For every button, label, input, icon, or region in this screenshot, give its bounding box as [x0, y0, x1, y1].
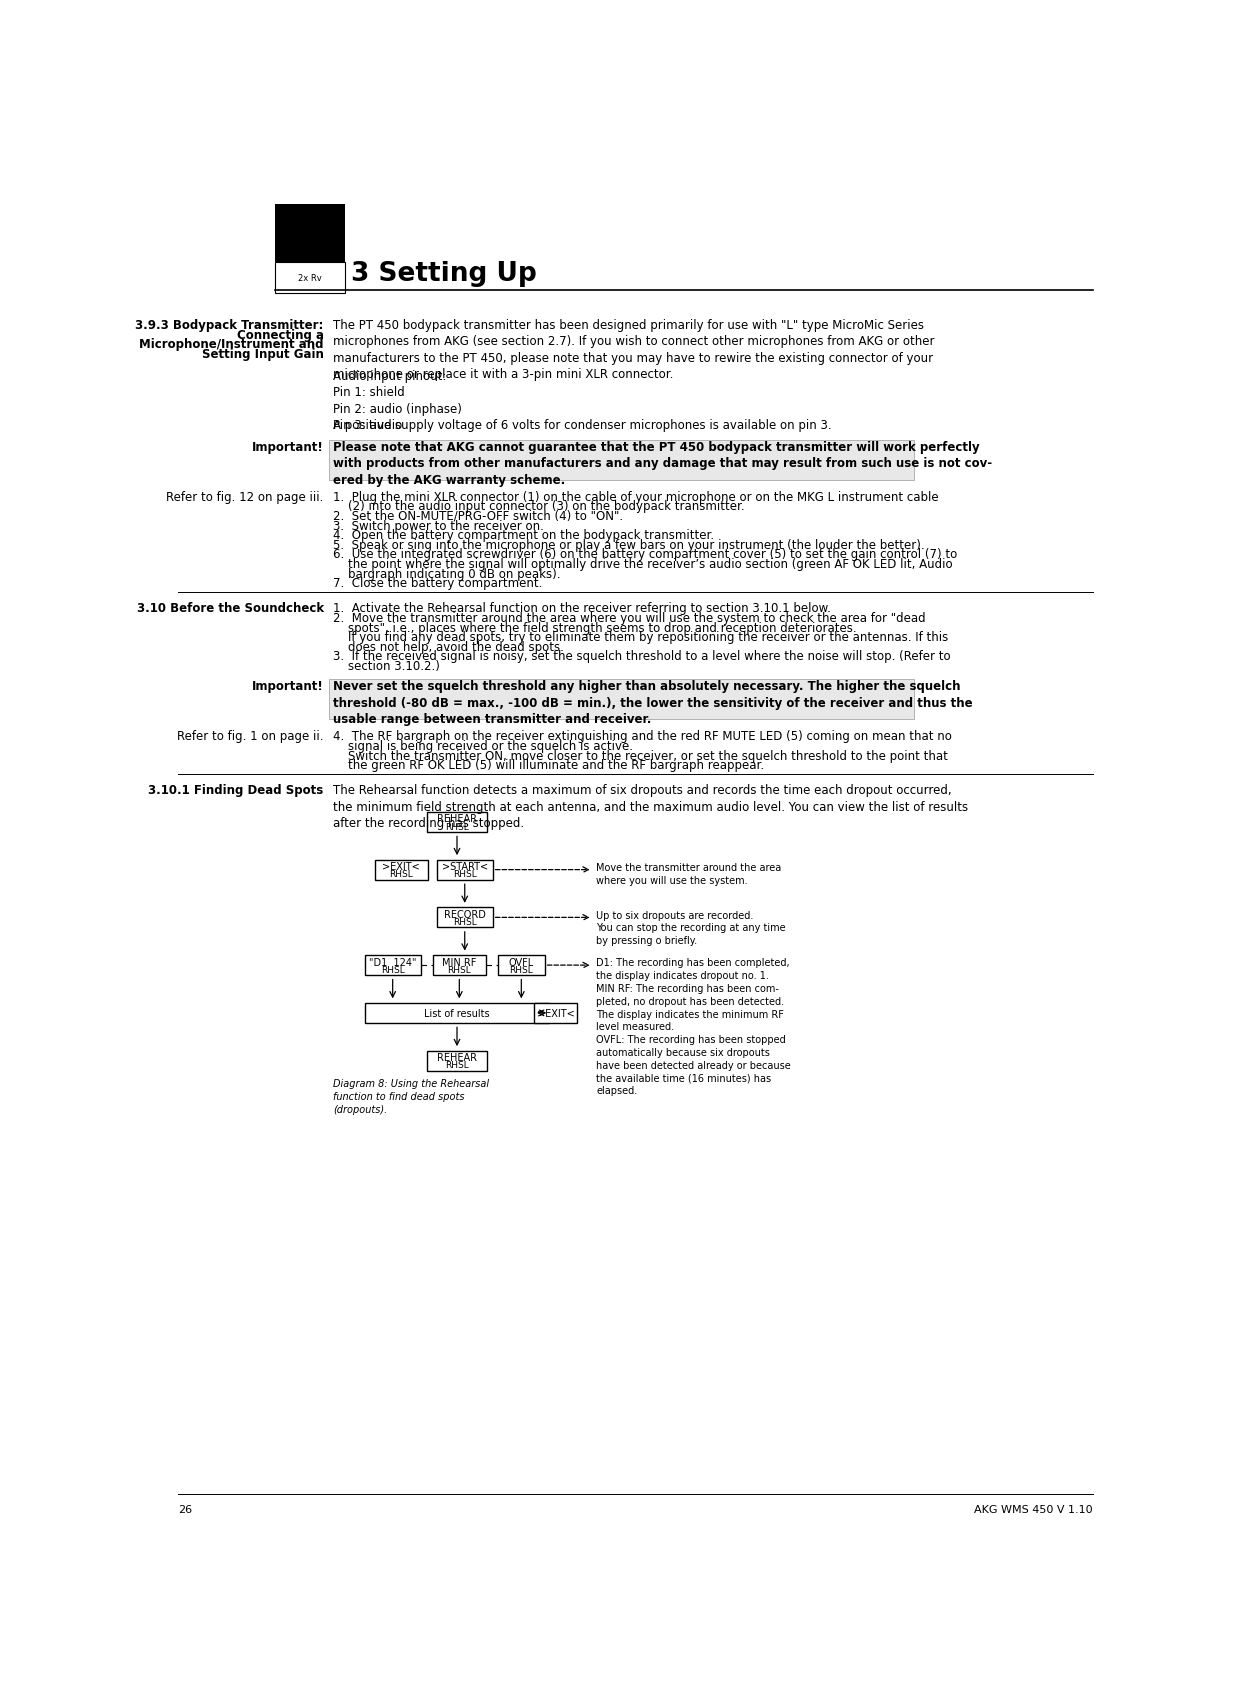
Text: Refer to fig. 12 on page iii.: Refer to fig. 12 on page iii. [166, 490, 323, 504]
Text: >START<: >START< [442, 862, 488, 872]
Text: Up to six dropouts are recorded.
You can stop the recording at any time
by press: Up to six dropouts are recorded. You can… [597, 910, 786, 946]
Text: Refer to fig. 1 on page ii.: Refer to fig. 1 on page ii. [177, 731, 323, 743]
Text: RHSL: RHSL [447, 964, 472, 975]
Text: REHEAR: REHEAR [437, 814, 477, 824]
Text: RHSL: RHSL [510, 964, 534, 975]
Bar [365, 956, 421, 975]
Text: 26: 26 [178, 1504, 192, 1514]
Text: Diagram 8: Using the Rehearsal
function to find dead spots
(dropouts).: Diagram 8: Using the Rehearsal function … [333, 1079, 489, 1115]
Text: 3.  If the received signal is noisy, set the squelch threshold to a level where : 3. If the received signal is noisy, set … [333, 650, 951, 662]
Bar [427, 813, 488, 833]
Bar [275, 263, 344, 294]
Text: spots", i.e., places where the field strength seems to drop and reception deteri: spots", i.e., places where the field str… [333, 621, 857, 635]
Text: Microphone/Instrument and: Microphone/Instrument and [139, 338, 323, 352]
Bar [329, 440, 914, 480]
Bar [329, 679, 914, 720]
Text: section 3.10.2.): section 3.10.2.) [333, 659, 439, 673]
Text: Audio input pinout:
Pin 1: shield
Pin 2: audio (inphase)
Pin 3: audio: Audio input pinout: Pin 1: shield Pin 2:… [333, 369, 462, 432]
Text: RHSL: RHSL [453, 918, 477, 927]
Text: (2) into the audio input connector (3) on the bodypack transmitter.: (2) into the audio input connector (3) o… [333, 500, 744, 514]
Text: Switch the transmitter ON, move closer to the receiver, or set the squelch thres: Switch the transmitter ON, move closer t… [333, 749, 948, 763]
Text: 4.  The RF bargraph on the receiver extinguishing and the red RF MUTE LED (5) co: 4. The RF bargraph on the receiver extin… [333, 731, 952, 743]
Text: 3.9.3 Bodypack Transmitter:: 3.9.3 Bodypack Transmitter: [135, 319, 323, 331]
Text: The Rehearsal function detects a maximum of six dropouts and records the time ea: The Rehearsal function detects a maximum… [333, 784, 968, 830]
Text: Important!: Important! [253, 679, 323, 693]
Text: Please note that AKG cannot guarantee that the PT 450 bodypack transmitter will : Please note that AKG cannot guarantee th… [333, 440, 992, 486]
Text: 2.  Set the ON-MUTE/PRG-OFF switch (4) to "ON".: 2. Set the ON-MUTE/PRG-OFF switch (4) to… [333, 510, 623, 522]
Text: Connecting a: Connecting a [236, 328, 323, 341]
Text: the point where the signal will optimally drive the receiver’s audio section (gr: the point where the signal will optimall… [333, 558, 952, 570]
Text: >EXIT<: >EXIT< [536, 1009, 574, 1019]
Text: RHSL: RHSL [389, 871, 413, 879]
Text: Move the transmitter around the area
where you will use the system.: Move the transmitter around the area whe… [597, 862, 781, 886]
Bar [275, 205, 344, 263]
Text: RHSL: RHSL [446, 823, 469, 831]
Text: 1.  Plug the mini XLR connector (1) on the cable of your microphone or on the MK: 1. Plug the mini XLR connector (1) on th… [333, 490, 938, 504]
Text: 3.10 Before the Soundcheck: 3.10 Before the Soundcheck [136, 603, 323, 615]
Text: 3.10.1 Finding Dead Spots: 3.10.1 Finding Dead Spots [149, 784, 323, 797]
Text: >EXIT<: >EXIT< [383, 862, 420, 872]
Text: RHSL: RHSL [453, 871, 477, 879]
Text: Important!: Important! [253, 440, 323, 454]
Text: If you find any dead spots, try to eliminate them by repositioning the receiver : If you find any dead spots, try to elimi… [333, 632, 948, 644]
Text: MIN RF: MIN RF [442, 958, 477, 968]
Text: D1: The recording has been completed,
the display indicates dropout no. 1.
MIN R: D1: The recording has been completed, th… [597, 958, 791, 1096]
Text: Setting Input Gain: Setting Input Gain [202, 348, 323, 360]
Bar [375, 860, 427, 881]
Bar [437, 860, 493, 881]
Text: Never set the squelch threshold any higher than absolutely necessary. The higher: Never set the squelch threshold any high… [333, 679, 973, 725]
Text: RHSL: RHSL [446, 1060, 469, 1070]
Text: OVFL: OVFL [509, 958, 534, 968]
Text: RECORD: RECORD [443, 910, 485, 920]
Text: bargraph indicating 0 dB on peaks).: bargraph indicating 0 dB on peaks). [333, 567, 561, 580]
Text: 2x Rv: 2x Rv [298, 273, 322, 282]
Text: 6.  Use the integrated screwdriver (6) on the battery compartment cover (5) to s: 6. Use the integrated screwdriver (6) on… [333, 548, 957, 562]
Text: "D1  124": "D1 124" [369, 958, 416, 968]
Text: 2.  Move the transmitter around the area where you will use the system to check : 2. Move the transmitter around the area … [333, 611, 926, 625]
Text: The PT 450 bodypack transmitter has been designed primarily for use with "L" typ: The PT 450 bodypack transmitter has been… [333, 319, 935, 381]
Text: 4.  Open the battery compartment on the bodypack transmitter.: 4. Open the battery compartment on the b… [333, 529, 714, 541]
Text: REHEAR: REHEAR [437, 1053, 477, 1062]
Text: List of results: List of results [425, 1009, 490, 1019]
Text: RHSL: RHSL [381, 964, 405, 975]
Bar [427, 1052, 488, 1070]
Bar [433, 956, 485, 975]
Bar [365, 1004, 550, 1022]
Text: 1.  Activate the Rehearsal function on the receiver referring to section 3.10.1 : 1. Activate the Rehearsal function on th… [333, 603, 831, 615]
Text: 3.  Switch power to the receiver on.: 3. Switch power to the receiver on. [333, 519, 543, 533]
Text: A positive supply voltage of 6 volts for condenser microphones is available on p: A positive supply voltage of 6 volts for… [333, 418, 832, 432]
Text: 3 Setting Up: 3 Setting Up [350, 261, 536, 287]
Text: signal is being received or the squelch is active.: signal is being received or the squelch … [333, 739, 633, 753]
Text: 5.  Speak or sing into the microphone or play a few bars on your instrument (the: 5. Speak or sing into the microphone or … [333, 538, 925, 551]
Text: AKG WMS 450 V 1.10: AKG WMS 450 V 1.10 [974, 1504, 1092, 1514]
Bar [498, 956, 545, 975]
Bar [534, 1004, 577, 1022]
Text: does not help, avoid the dead spots.: does not help, avoid the dead spots. [333, 640, 563, 654]
Text: the green RF OK LED (5) will illuminate and the RF bargraph reappear.: the green RF OK LED (5) will illuminate … [333, 760, 764, 772]
Text: 7.  Close the battery compartment.: 7. Close the battery compartment. [333, 577, 542, 591]
Bar [437, 908, 493, 929]
